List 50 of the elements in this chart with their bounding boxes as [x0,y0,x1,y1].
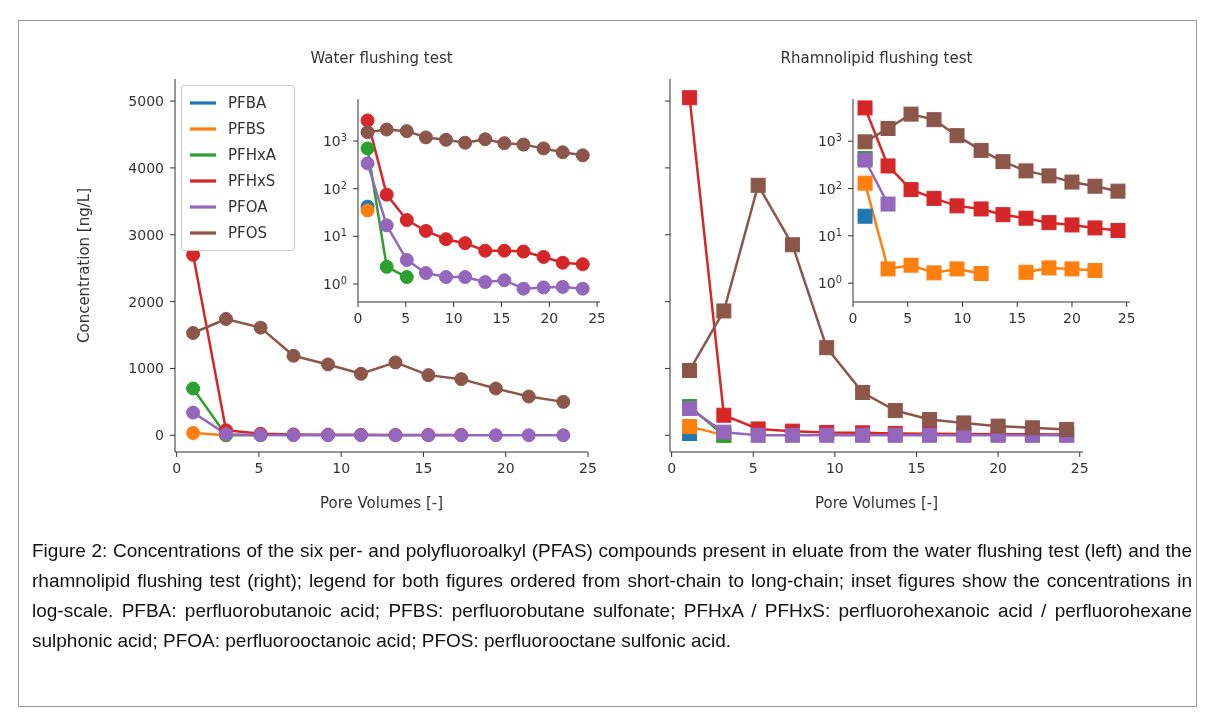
x-tick-label: 10 [444,310,463,326]
y-tick-label: 10$^{2}$ [817,179,842,197]
y-tick-label: 10$^{3}$ [322,131,347,149]
x-tick-label: 10 [332,460,351,476]
x-tick-label: 20 [496,460,515,476]
y-tick-label: 3000 [128,226,164,243]
y-tick-label: 10$^{0}$ [322,274,347,293]
y-tick-label: 4000 [128,159,164,176]
x-axis-title: Pore Volumes [-] [319,494,444,512]
x-tick-label: 25 [588,310,607,326]
y-tick-label: 10$^{3}$ [817,131,842,150]
legend-label: PFBA [228,93,267,112]
legend-label: PFOS [228,223,268,242]
y-tick-label: 10$^{0}$ [817,273,842,292]
y-tick-label: 1000 [128,360,164,377]
y-tick-label: 10$^{1}$ [817,226,842,244]
legend-label: PFOA [228,197,268,216]
legend-label: PFHxA [228,145,277,164]
x-tick-label: 15 [492,310,511,326]
caption: Figure 2: Concentrations of the six per- and polyfluoroalkyl (PFAS) compounds present in eluate from the water flushing test (left) and the rhamnolipid flushing test (right); legend for both figures ordered from short-chain to long-chain; inset figures show the concentrations in log-scale. PFBA: perfluorobutanoic acid; PFBS: perfluorobutane sulfonate; PFHxA / PFHxS: perfluorohexanoic acid / perfluorohexane sulphonic acid; PFOA: perfluorooctanoic acid; PFOS: perfluorooctane sulfonic acid. [32,539,1192,653]
chart-title: Water flushing test [309,49,454,67]
x-tick-label: 5 [903,310,913,326]
x-tick-label: 0 [172,460,182,476]
x-tick-label: 20 [989,460,1008,476]
x-tick-label: 15 [414,460,433,476]
x-tick-label: 15 [1008,310,1027,326]
y-tick-label: 10$^{1}$ [322,226,347,245]
x-axis-title: Pore Volumes [-] [814,494,939,512]
x-tick-label: 5 [254,460,264,476]
x-tick-label: 25 [579,460,597,476]
legend-label: PFHxS [228,171,276,190]
x-tick-label: 0 [353,310,363,326]
y-tick-label: 10$^{2}$ [322,179,347,197]
x-tick-label: 15 [907,460,926,476]
x-tick-label: 0 [667,460,677,476]
x-tick-label: 25 [1070,460,1089,476]
x-tick-label: 20 [540,310,559,326]
chart-title: Rhamnolipid flushing test [779,49,974,67]
legend-label: PFBS [228,119,266,138]
y-tick-label: 2000 [128,293,164,310]
x-tick-label: 0 [848,310,858,326]
x-tick-label: 5 [748,460,758,476]
x-tick-label: 10 [825,460,844,476]
x-tick-label: 10 [953,310,972,326]
y-tick-label: 0 [155,427,164,444]
x-tick-label: 25 [1117,310,1136,326]
y-axis-title: Concentration [ng/L] [75,187,94,344]
x-tick-label: 5 [401,310,411,326]
y-tick-label: 5000 [128,93,164,110]
x-tick-label: 20 [1063,310,1081,326]
